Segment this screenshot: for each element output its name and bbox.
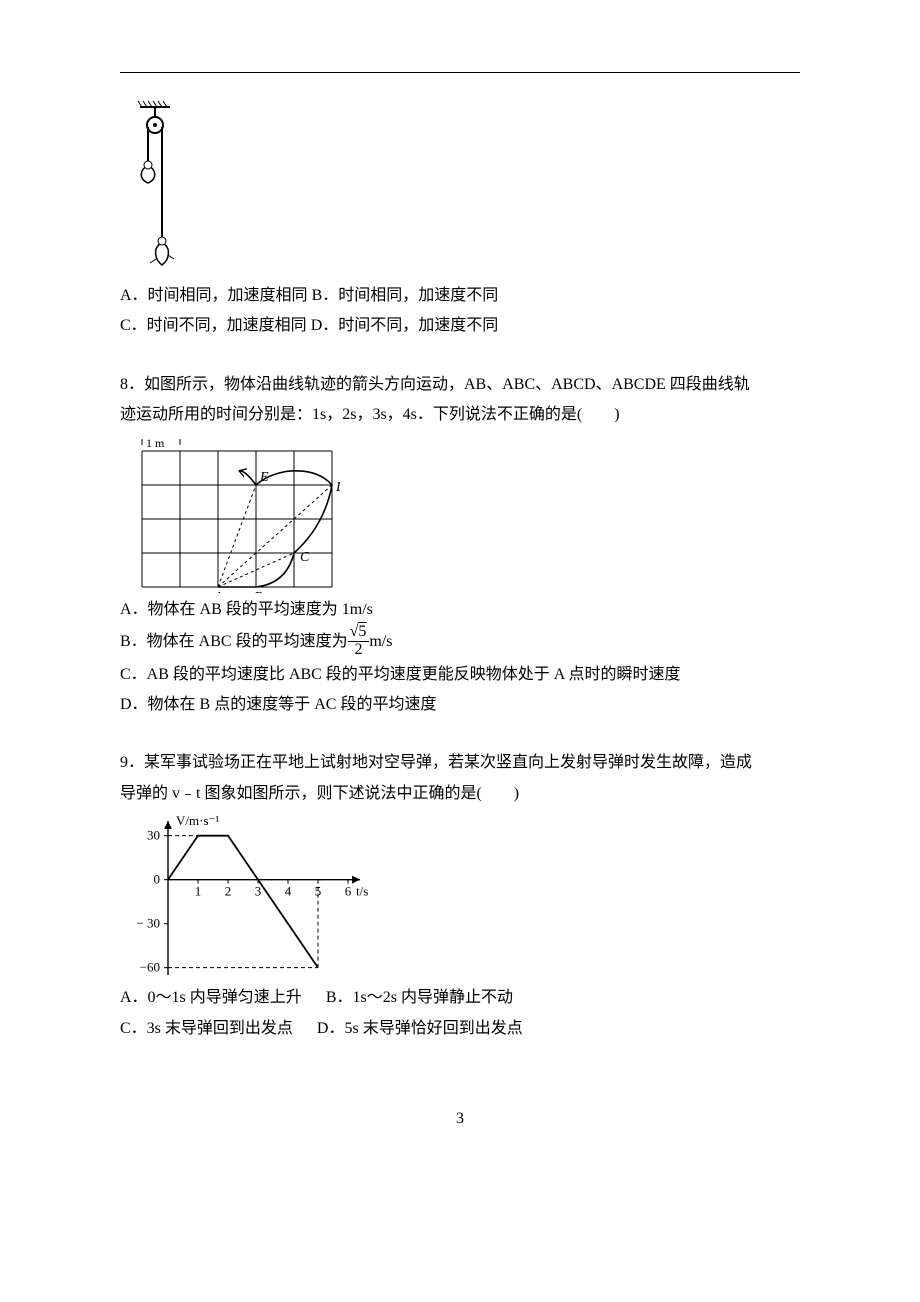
- q9-optC: C．3s 末导弹回到出发点: [120, 1020, 293, 1037]
- q9-optD: D．5s 末导弹恰好回到出发点: [317, 1020, 523, 1037]
- sqrt-val: 5: [358, 622, 367, 640]
- q9-options-line1: A．0～1s 内导弹匀速上升 B．1s～2s 内导弹静止不动: [120, 983, 800, 1013]
- svg-text:− 30: − 30: [136, 916, 160, 931]
- q8-block: 8．如图所示，物体沿曲线轨迹的箭头方向运动，AB、ABC、ABCD、ABCDE …: [120, 370, 800, 721]
- q8-optC: C．AB 段的平均速度比 ABC 段的平均速度更能反映物体处于 A 点时的瞬时速…: [120, 660, 800, 690]
- q9-optA: A．0～1s 内导弹匀速上升: [120, 989, 302, 1006]
- svg-text:C: C: [300, 550, 310, 565]
- svg-text:6: 6: [345, 884, 352, 899]
- svg-text:−60: −60: [140, 960, 160, 975]
- svg-text:D: D: [335, 480, 340, 495]
- q8-optA: A．物体在 AB 段的平均速度为 1m/s: [120, 595, 800, 625]
- svg-text:4: 4: [285, 884, 292, 899]
- content: A．时间相同，加速度相同 B．时间相同，加速度不同 C．时间不同，加速度相同 D…: [120, 73, 800, 1084]
- svg-text:0: 0: [154, 872, 161, 887]
- svg-text:B: B: [254, 590, 263, 593]
- svg-text:A: A: [213, 590, 223, 593]
- q8-optD: D．物体在 B 点的速度等于 AC 段的平均速度: [120, 690, 800, 720]
- svg-text:V/m·s⁻¹: V/m·s⁻¹: [176, 813, 219, 828]
- q8-optB: B．物体在 ABC 段的平均速度为√5 2m/s: [120, 625, 800, 660]
- svg-text:1 m: 1 m: [146, 436, 165, 450]
- q9-optB: B．1s～2s 内导弹静止不动: [326, 989, 513, 1006]
- q7-optA: A．时间相同，加速度相同: [120, 287, 308, 304]
- q9-figure: 300− 30−60123456V/m·s⁻¹t/s: [120, 811, 800, 981]
- q9-options-line2: C．3s 末导弹回到出发点 D．5s 末导弹恰好回到出发点: [120, 1014, 800, 1044]
- svg-text:1: 1: [195, 884, 202, 899]
- q8-optB-pre: B．物体在 ABC 段的平均速度为: [120, 633, 348, 650]
- svg-text:30: 30: [147, 828, 160, 843]
- q9-stem-line2: 导弹的 v﹣t 图象如图所示，则下述说法中正确的是( ): [120, 779, 800, 809]
- q8-optB-post: m/s: [369, 633, 392, 650]
- frac-den: 2: [348, 642, 370, 659]
- svg-text:t/s: t/s: [356, 884, 368, 899]
- q8-figure: 1 m A B C D E: [120, 433, 800, 593]
- page-number: 3: [120, 1104, 800, 1134]
- sqrt: √5: [350, 622, 368, 640]
- fraction: √5 2: [348, 624, 370, 659]
- svg-text:3: 3: [255, 884, 262, 899]
- q7-figure: [120, 99, 800, 279]
- q8-stem-line1: 8．如图所示，物体沿曲线轨迹的箭头方向运动，AB、ABC、ABCD、ABCDE …: [120, 370, 800, 400]
- q7-optD: D．时间不同，加速度不同: [311, 317, 499, 334]
- svg-text:2: 2: [225, 884, 232, 899]
- q7-options-line2: C．时间不同，加速度相同 D．时间不同，加速度不同: [120, 311, 800, 341]
- q7-optB: B．时间相同，加速度不同: [312, 287, 499, 304]
- q9-stem-line1: 9．某军事试验场正在平地上试射地对空导弹，若某次竖直向上发射导弹时发生故障，造成: [120, 748, 800, 778]
- q7-optC: C．时间不同，加速度相同: [120, 317, 307, 334]
- svg-text:E: E: [259, 470, 269, 485]
- q8-stem-line2: 迹运动所用的时间分别是：1s，2s，3s，4s．下列说法不正确的是( ): [120, 400, 800, 430]
- q7-options-line1: A．时间相同，加速度相同 B．时间相同，加速度不同: [120, 281, 800, 311]
- q9-block: 9．某军事试验场正在平地上试射地对空导弹，若某次竖直向上发射导弹时发生故障，造成…: [120, 748, 800, 1044]
- page: A．时间相同，加速度相同 B．时间相同，加速度不同 C．时间不同，加速度相同 D…: [0, 72, 920, 1134]
